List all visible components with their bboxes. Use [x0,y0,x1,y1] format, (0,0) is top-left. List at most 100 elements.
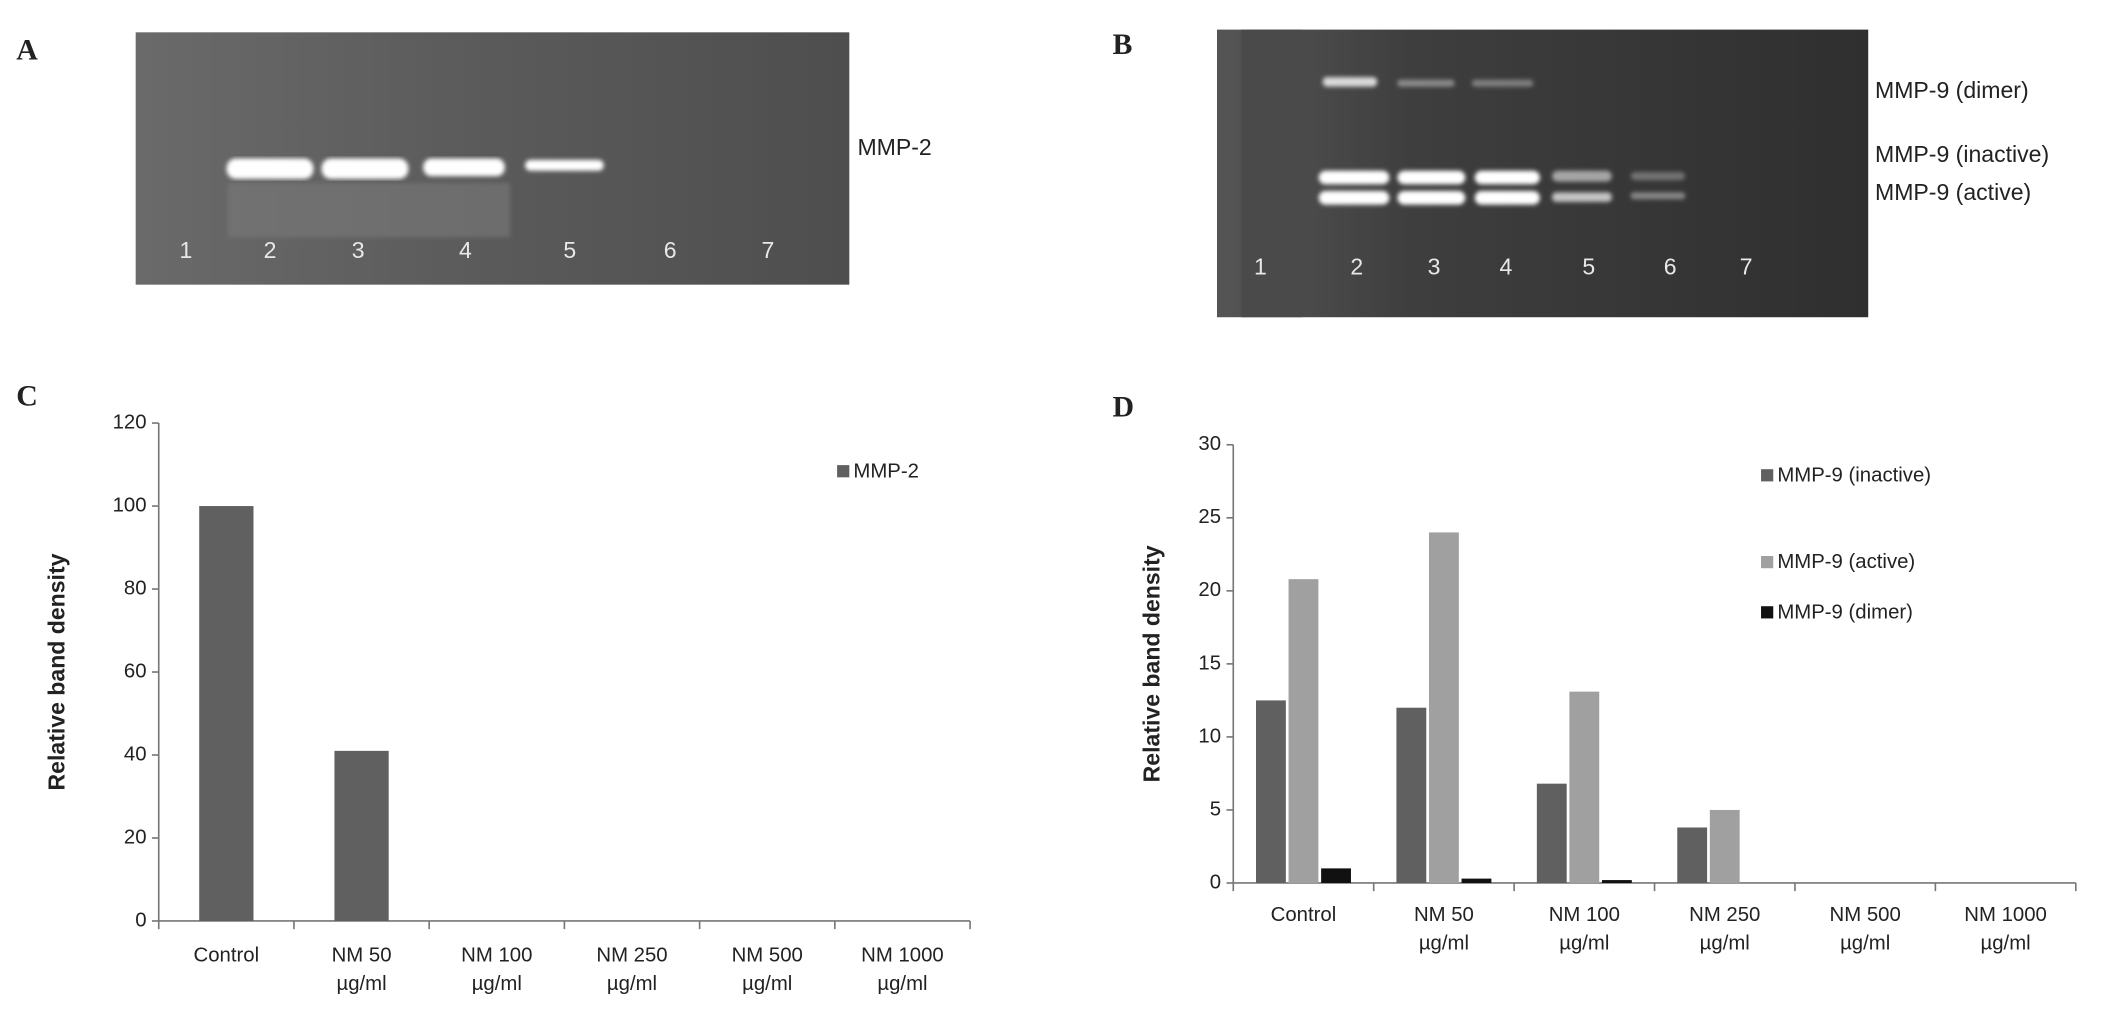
band [525,159,604,171]
lane-number: 2 [1350,253,1363,279]
smear [227,182,511,238]
panel-label: A [16,34,38,67]
legend-label: MMP-9 (inactive) [1777,464,1931,486]
x-tick-label: NM 1000 [1964,904,2047,926]
band-label: MMP-2 [857,134,931,160]
y-tick-label: 20 [1198,579,1221,601]
lane-number: 6 [664,237,677,263]
x-tick-label: NM 1000 [861,945,944,967]
x-tick-label: NM 500 [1830,904,1901,926]
x-tick-label: µg/ml [1700,932,1750,954]
band [1552,170,1612,182]
gel-background [1216,29,1869,318]
x-tick-label: µg/ml [742,973,792,995]
band [1397,79,1455,87]
lane-number: 1 [179,237,192,263]
gel-background [135,32,850,285]
lane-number: 3 [352,237,365,263]
band [321,158,409,179]
bar [1709,809,1740,883]
bar [1255,700,1286,883]
x-tick-label: NM 50 [1414,904,1474,926]
bar [1428,532,1459,883]
panel-label: C [16,379,38,412]
x-tick-label: µg/ml [1559,932,1609,954]
legend-swatch [837,465,850,478]
x-tick-label: µg/ml [1981,932,2031,954]
panel-label: B [1113,28,1133,61]
bar [1536,783,1567,883]
bar [1677,827,1708,883]
band-label: MMP-9 (inactive) [1875,141,2049,167]
band [423,158,505,177]
band [1397,191,1466,205]
band [1552,192,1612,202]
x-tick-label: NM 100 [461,945,532,967]
band-label: MMP-9 (dimer) [1875,77,2029,103]
band [1630,192,1686,200]
lane-number: 2 [264,237,277,263]
y-tick-label: 10 [1198,725,1221,747]
bar [334,750,389,921]
band [1318,191,1390,205]
band-label: MMP-9 (active) [1875,179,2031,205]
y-tick-label: 40 [124,743,147,765]
band [1397,170,1466,185]
y-tick-label: 120 [113,411,147,433]
lane-number: 6 [1664,253,1677,279]
x-tick-label: NM 50 [332,945,392,967]
y-axis-label: Relative band density [1138,545,1164,782]
lane-shade [1241,29,1303,318]
bar [199,506,254,921]
x-tick-label: µg/ml [877,973,927,995]
bar [1601,880,1632,883]
y-tick-label: 25 [1198,506,1221,528]
lane-number: 1 [1254,253,1267,279]
y-tick-label: 0 [1210,871,1221,893]
legend-label: MMP-2 [853,460,919,482]
gel-a [135,32,850,285]
legend-label: MMP-9 (active) [1777,551,1915,573]
x-tick-label: µg/ml [1840,932,1890,954]
legend-swatch [1761,469,1774,482]
band [1472,79,1534,87]
y-tick-label: 30 [1198,433,1221,455]
lane-number: 5 [1582,253,1595,279]
legend-swatch [1761,606,1774,619]
lane-number: 4 [459,237,472,263]
y-tick-label: 5 [1210,798,1221,820]
x-tick-label: NM 500 [732,945,803,967]
bar [1288,579,1319,883]
x-tick-label: NM 250 [596,945,667,967]
x-tick-label: Control [1271,904,1337,926]
bar [1321,868,1351,883]
x-tick-label: NM 100 [1549,904,1620,926]
band [1474,170,1540,185]
y-tick-label: 60 [124,660,147,682]
y-tick-label: 20 [124,826,147,848]
panel-label: D [1113,390,1135,423]
lane-number: 4 [1500,253,1513,279]
y-tick-label: 15 [1198,652,1221,674]
y-tick-label: 100 [113,494,147,516]
bar [1461,878,1492,883]
band [1474,191,1540,205]
x-tick-label: µg/ml [336,973,386,995]
x-tick-label: µg/ml [472,973,522,995]
lane-number: 7 [761,237,774,263]
legend-label: MMP-9 (dimer) [1777,601,1913,623]
x-tick-label: µg/ml [1419,932,1469,954]
bar [1396,707,1427,883]
band [1322,77,1378,87]
x-tick-label: Control [194,945,260,967]
bar [1569,691,1600,883]
x-tick-label: µg/ml [607,973,657,995]
y-tick-label: 0 [135,909,146,931]
lane-number: 3 [1428,253,1441,279]
x-tick-label: NM 250 [1689,904,1760,926]
gel-b [1216,29,1869,318]
band [1630,172,1686,181]
band [226,158,314,179]
y-axis-label: Relative band density [43,553,69,790]
